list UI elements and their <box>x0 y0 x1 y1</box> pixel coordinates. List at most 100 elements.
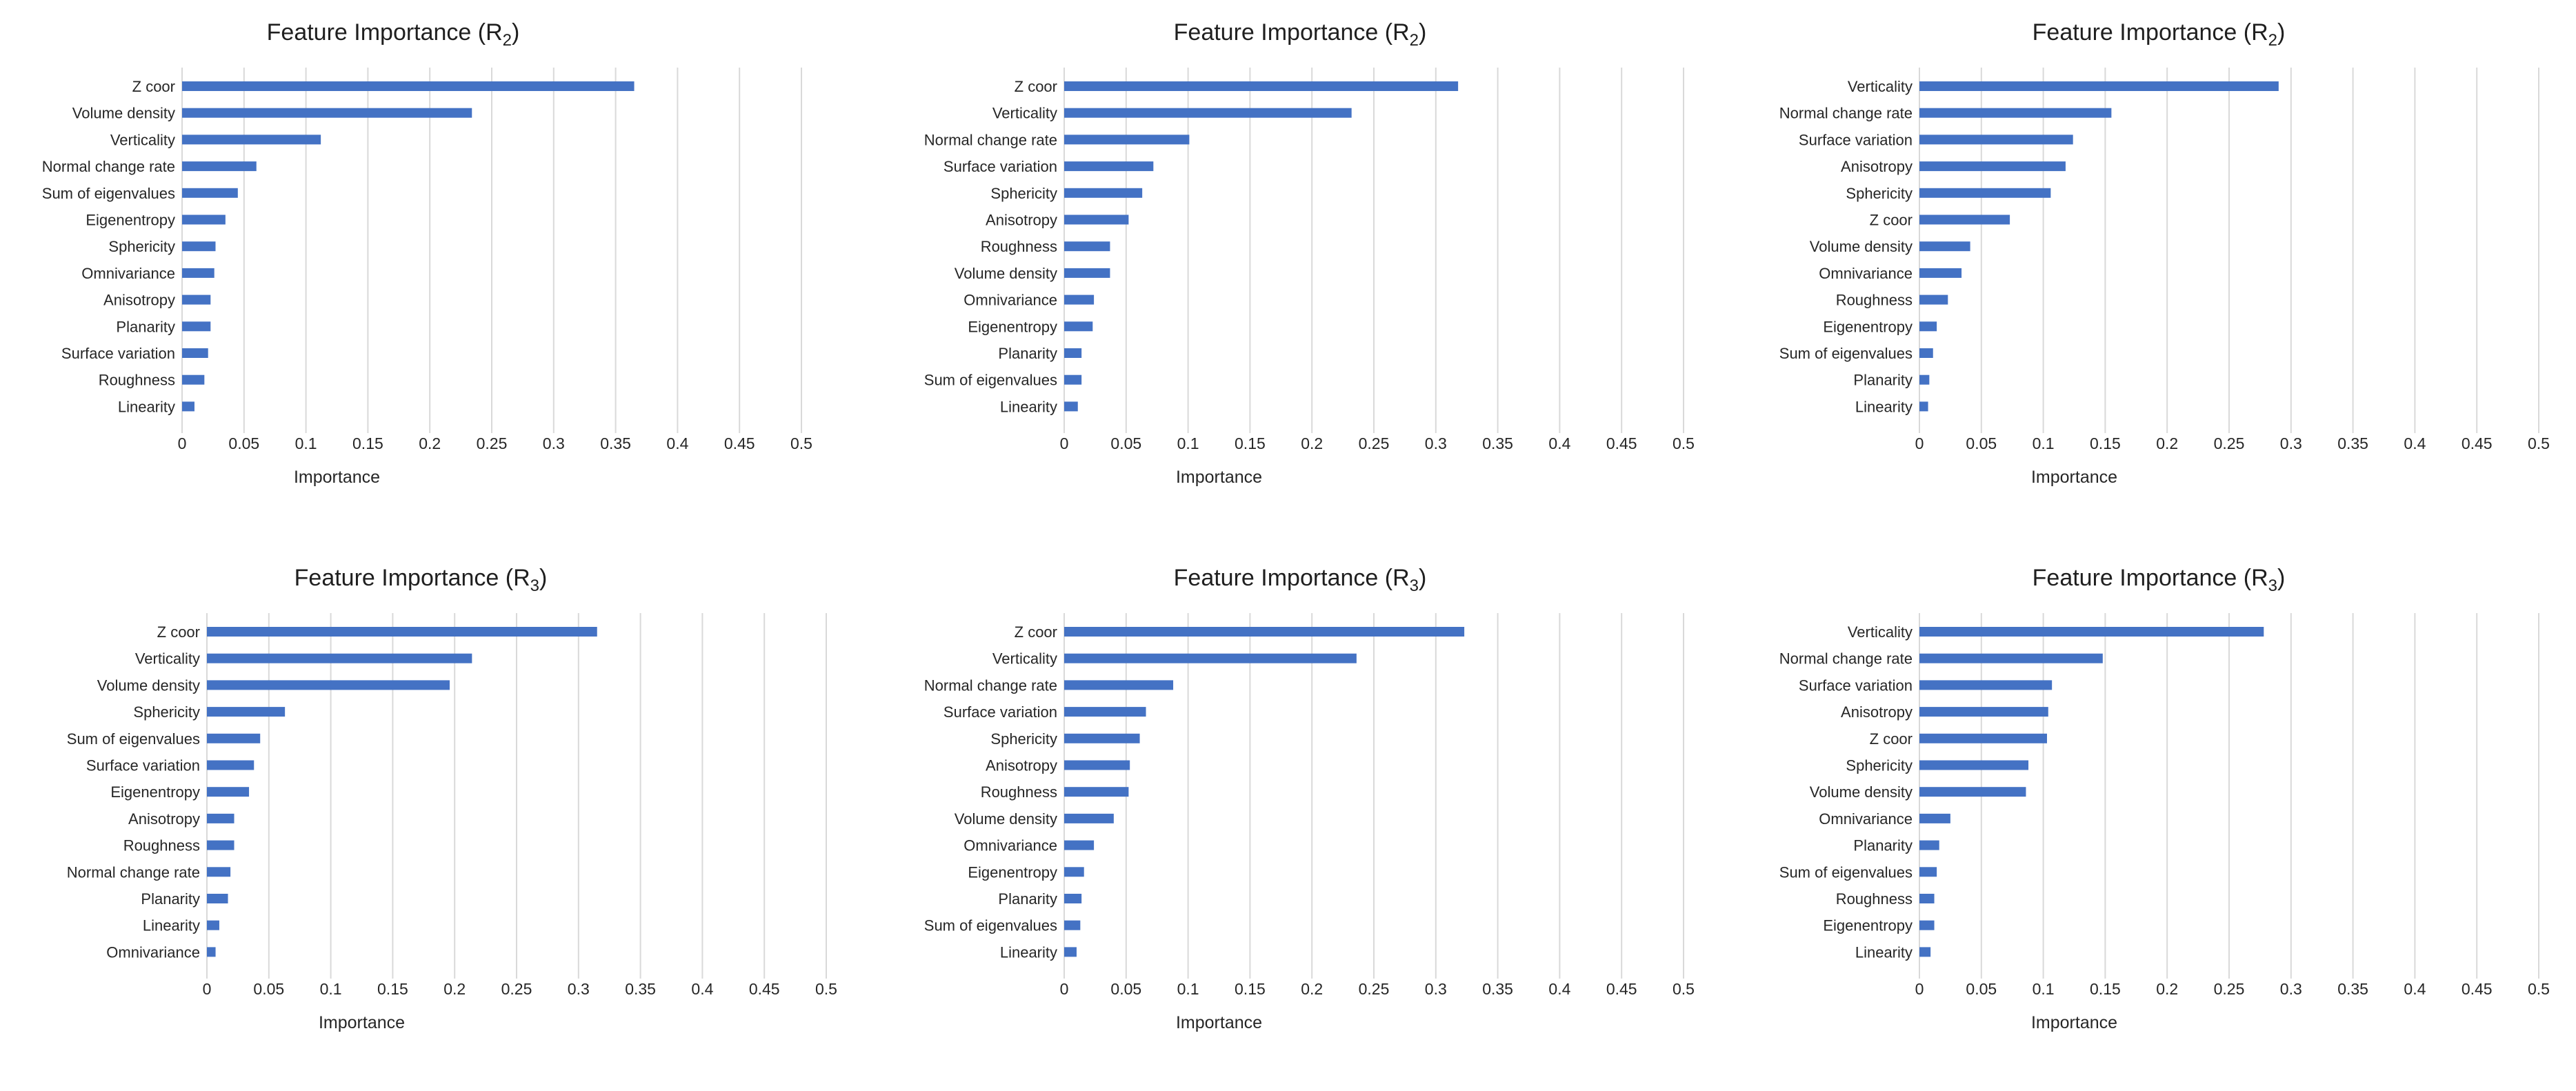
bar-volume-density <box>1064 268 1110 278</box>
chart-panel-1: Feature Importance (R2) 0 0.05 0.1 0.15 0.2 0.… <box>0 0 859 546</box>
bar-sum-of-eigenvalues <box>1064 920 1081 930</box>
bar-z-coor <box>1064 627 1465 637</box>
x-tick-label: 0.3 <box>543 434 565 452</box>
category-label: Volume density <box>1810 238 1913 255</box>
bar-normal-change-rate <box>1919 108 2112 118</box>
category-label: Omnivariance <box>1819 810 1913 828</box>
bar-chart-svg: Feature Importance (R2) 0 0.05 0.1 0.15 0.2 0.… <box>924 19 1695 487</box>
x-axis-title: Importance <box>2031 468 2117 487</box>
bar-linearity <box>207 920 219 930</box>
bar-linearity <box>1064 947 1077 957</box>
x-tick-label: 0.35 <box>1482 980 1513 998</box>
bar-omnivariance <box>1919 268 1962 278</box>
bar-anisotropy <box>182 294 211 305</box>
bar-normal-change-rate <box>1064 680 1174 690</box>
bar-verticality <box>207 653 472 663</box>
bar-roughness <box>207 840 234 850</box>
bar-linearity <box>182 401 194 412</box>
x-tick-label: 0.5 <box>2528 980 2550 998</box>
chart-panel-2: Feature Importance (R2) 0 0.05 0.1 0.15 0.2 0.… <box>859 0 1717 546</box>
x-tick-label: 0.5 <box>1673 980 1695 998</box>
bar-anisotropy <box>1064 760 1130 770</box>
bar-planarity <box>182 321 211 332</box>
x-tick-label: 0.25 <box>1359 980 1390 998</box>
x-tick-label: 0.5 <box>815 980 837 998</box>
bar-sphericity <box>1064 188 1143 198</box>
x-tick-label: 0.15 <box>1235 980 1266 998</box>
category-label: Roughness <box>1836 890 1913 908</box>
x-tick-label: 0.05 <box>1110 980 1141 998</box>
bar-sphericity <box>1064 733 1140 743</box>
category-label: Planarity <box>998 345 1057 362</box>
x-tick-label: 0.5 <box>1673 434 1695 452</box>
category-label: Planarity <box>1853 372 1913 389</box>
category-label: Z coor <box>132 78 175 95</box>
x-tick-label: 0.2 <box>2156 434 2178 452</box>
x-tick-label: 0.05 <box>228 434 259 452</box>
x-tick-label: 0.4 <box>2404 980 2426 998</box>
bar-verticality <box>1919 81 2279 91</box>
category-label: Z coor <box>1870 730 1913 748</box>
bar-verticality <box>182 134 321 145</box>
x-tick-label: 0.4 <box>1548 434 1570 452</box>
category-label: Planarity <box>1853 837 1913 854</box>
bar-linearity <box>1919 947 1931 957</box>
category-label: Volume density <box>97 677 200 694</box>
category-label: Surface variation <box>943 158 1057 175</box>
x-tick-label: 0.3 <box>568 980 590 998</box>
x-tick-label: 0.15 <box>377 980 408 998</box>
category-label: Normal change rate <box>1779 105 1913 122</box>
bar-sum-of-eigenvalues <box>1919 348 1933 358</box>
category-label: Normal change rate <box>924 131 1057 148</box>
x-tick-label: 0 <box>1060 434 1069 452</box>
bar-planarity <box>1064 894 1082 903</box>
bar-z-coor <box>207 627 597 637</box>
x-tick-label: 0.2 <box>1301 980 1323 998</box>
bar-z-coor <box>1064 81 1459 91</box>
x-tick-label: 0.3 <box>2280 434 2302 452</box>
x-axis-title: Importance <box>1176 468 1262 487</box>
bar-eigenentropy <box>1919 920 1935 930</box>
bar-sum-of-eigenvalues <box>182 188 238 198</box>
category-label: Volume density <box>1810 783 1913 801</box>
category-label: Sphericity <box>133 703 200 721</box>
category-label: Surface variation <box>943 703 1057 721</box>
category-label: Anisotropy <box>103 292 175 309</box>
x-tick-label: 0.45 <box>1606 980 1637 998</box>
bar-surface-variation <box>182 348 208 358</box>
bar-chart-svg: Feature Importance (R2) 0 0.05 0.1 0.15 0.2 0.… <box>42 19 812 487</box>
bar-eigenentropy <box>1919 321 1937 332</box>
chart-title: Feature Importance (R2) <box>267 19 520 50</box>
x-tick-label: 0.15 <box>2090 980 2121 998</box>
category-label: Z coor <box>1015 78 1057 95</box>
bar-roughness <box>1919 894 1935 903</box>
category-label: Anisotropy <box>986 757 1057 774</box>
bar-volume-density <box>182 108 472 118</box>
x-tick-label: 0.25 <box>477 434 508 452</box>
bar-roughness <box>1064 241 1110 252</box>
bar-z-coor <box>182 81 635 91</box>
x-axis-title: Importance <box>294 468 380 487</box>
x-tick-label: 0.2 <box>1301 434 1323 452</box>
x-tick-label: 0.35 <box>2337 980 2368 998</box>
category-label: Eigenentropy <box>968 318 1057 335</box>
category-label: Sum of eigenvalues <box>1779 345 1913 362</box>
category-label: Normal change rate <box>42 158 175 175</box>
x-tick-label: 0.5 <box>790 434 812 452</box>
category-label: Sphericity <box>1846 757 1913 774</box>
x-tick-label: 0.05 <box>1966 980 1997 998</box>
category-label: Normal change rate <box>1779 650 1913 668</box>
bar-linearity <box>1064 401 1078 412</box>
x-tick-label: 0.15 <box>1235 434 1266 452</box>
category-label: Z coor <box>1015 623 1057 641</box>
x-tick-label: 0.1 <box>2033 434 2055 452</box>
bar-normal-change-rate <box>1919 653 2103 663</box>
x-tick-label: 0 <box>178 434 187 452</box>
category-label: Surface variation <box>61 345 175 362</box>
bar-eigenentropy <box>1064 867 1084 877</box>
bar-sum-of-eigenvalues <box>207 733 261 743</box>
bar-roughness <box>182 374 205 385</box>
category-label: Sum of eigenvalues <box>1779 863 1913 881</box>
chart-title: Feature Importance (R3) <box>294 565 548 595</box>
category-label: Anisotropy <box>1841 703 1913 721</box>
